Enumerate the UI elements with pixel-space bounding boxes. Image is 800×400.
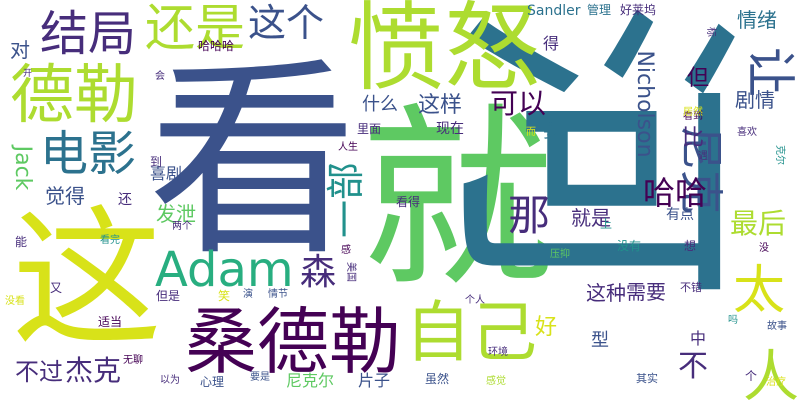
word: 情节	[268, 289, 288, 300]
word: 居然	[683, 107, 703, 118]
word: 喜欢	[737, 127, 757, 138]
word: 剧情	[735, 88, 775, 112]
word: 得	[543, 34, 560, 53]
word: 看到	[683, 111, 703, 122]
word: 哈哈	[643, 174, 708, 212]
word: 看得	[396, 195, 421, 209]
word: Nicholson	[632, 50, 657, 158]
word: 又	[50, 281, 63, 295]
word: 不错	[680, 281, 702, 294]
word: 适当	[98, 315, 123, 329]
word: 心理	[200, 375, 225, 389]
word: 看	[148, 39, 359, 284]
word: 到	[150, 155, 163, 169]
word: 其实	[636, 372, 658, 385]
word: 但	[687, 66, 710, 91]
word: 想	[684, 239, 697, 253]
word: 片子	[358, 371, 391, 390]
word: 以为	[160, 375, 180, 386]
word: 能	[15, 235, 28, 249]
word: 开	[23, 69, 33, 79]
word: Adam	[155, 242, 294, 298]
word: 好莱坞	[620, 3, 657, 17]
word: 而	[526, 127, 536, 138]
word: 一部	[324, 161, 368, 239]
word: 情绪	[737, 8, 777, 32]
word: 自己	[405, 294, 537, 371]
word: 有点	[666, 207, 694, 223]
word: 要	[543, 118, 563, 142]
word: 治疗	[766, 377, 786, 388]
word: 这	[12, 193, 163, 367]
word: 故事	[767, 321, 787, 332]
word: 人生	[338, 142, 358, 153]
word: 觉得	[45, 184, 85, 208]
word: 桑德勒	[185, 300, 402, 384]
word: 好	[535, 315, 558, 340]
word: 会	[155, 71, 165, 82]
word: 德勒	[10, 59, 138, 133]
word: 无聊	[123, 355, 143, 366]
word: 人	[743, 345, 799, 400]
word: 演	[243, 289, 253, 300]
word: 可以	[490, 87, 547, 120]
word: 喜剧	[150, 164, 183, 183]
word: 不过	[15, 358, 63, 386]
word: 个人	[465, 295, 485, 306]
word: 对	[10, 38, 30, 62]
word: 环境	[488, 347, 508, 358]
word: Jack	[10, 145, 35, 191]
word: 管理	[587, 3, 612, 17]
word: 还是	[145, 0, 245, 57]
word: 遇	[698, 151, 708, 162]
word: 那	[508, 191, 551, 240]
word: 笑	[218, 289, 231, 303]
word: 上	[600, 217, 613, 231]
word: 压抑	[550, 249, 570, 260]
word: 吗	[728, 315, 738, 326]
word: 型	[591, 330, 609, 351]
word: 哈哈哈	[198, 39, 235, 53]
word: 杰克	[65, 354, 122, 387]
word: 结局	[40, 6, 137, 62]
word: 需要	[626, 280, 666, 304]
word: 标	[705, 27, 716, 37]
word: 中	[690, 329, 707, 348]
word: 没看	[5, 296, 25, 307]
word: 森	[300, 252, 337, 293]
word: 还	[118, 192, 132, 208]
word: 这样	[418, 93, 463, 118]
word: 这个	[248, 1, 325, 45]
word: 虽然	[425, 372, 450, 386]
word: 克尔	[774, 145, 785, 165]
word: 现在	[436, 121, 464, 137]
word: Sandler	[527, 3, 581, 19]
word: 美国	[345, 262, 356, 282]
word: 就	[360, 86, 555, 313]
word: 电影	[40, 126, 137, 182]
word: 但是	[156, 289, 181, 303]
word: 愤怒	[348, 0, 540, 104]
word: 感	[341, 245, 351, 256]
word: 没有	[617, 239, 642, 253]
word: 个	[745, 369, 758, 383]
word: 比	[682, 126, 705, 151]
word: 发泄	[156, 202, 196, 226]
word: 要是	[250, 372, 270, 383]
word: 两个	[172, 221, 192, 232]
word: 没	[759, 243, 769, 254]
word: 最后	[730, 207, 787, 240]
word: 感觉	[486, 376, 506, 387]
word: 尼克尔	[286, 371, 335, 390]
word: 就是	[571, 206, 611, 230]
word: 太	[733, 261, 786, 321]
word: 里面	[357, 122, 382, 136]
word: 什么	[362, 94, 398, 115]
word: 看完	[100, 235, 120, 246]
word: 不	[678, 349, 708, 384]
word: 这种	[586, 281, 626, 305]
